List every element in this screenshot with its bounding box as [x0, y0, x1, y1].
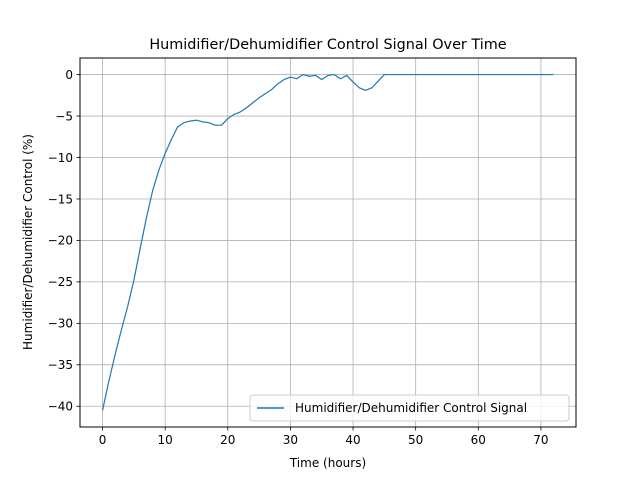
y-tick-label: −10 — [48, 151, 73, 165]
y-tick-label: −25 — [48, 275, 73, 289]
y-tick-label: 0 — [65, 68, 73, 82]
y-axis-label: Humidifier/Dehumidifier Control (%) — [21, 134, 35, 350]
plot-frame — [79, 57, 577, 428]
chart-title: Humidifier/Dehumidifier Control Signal O… — [149, 37, 506, 53]
x-tick-label: 0 — [99, 433, 107, 447]
x-tick-label: 40 — [345, 433, 360, 447]
x-tick-label: 20 — [220, 433, 235, 447]
x-tick-label: 30 — [283, 433, 298, 447]
legend-box — [249, 394, 570, 422]
x-tick-label: 10 — [158, 433, 173, 447]
legend-label: Humidifier/Dehumidifier Control Signal — [295, 401, 527, 415]
x-axis-label: Time (hours) — [289, 456, 366, 470]
series-line — [101, 73, 554, 411]
y-tick-label: −40 — [48, 400, 73, 414]
y-tick-label: −5 — [55, 109, 73, 123]
series-layer — [101, 73, 554, 411]
legend: Humidifier/Dehumidifier Control Signal — [249, 394, 570, 422]
y-tick-label: −35 — [48, 358, 73, 372]
x-tick-label: 70 — [533, 433, 548, 447]
y-tick-label: −20 — [48, 234, 73, 248]
y-tick-label: −15 — [48, 192, 73, 206]
y-tick-label: −30 — [48, 317, 73, 331]
x-tick-label: 60 — [471, 433, 486, 447]
grid-layer — [80, 58, 576, 427]
x-tick-label: 50 — [408, 433, 423, 447]
tick-layer: 0 10 20 30 40 50 60 70 0 −5 −10 −15 −20 −25 −30 −35 −40 — [48, 68, 549, 447]
